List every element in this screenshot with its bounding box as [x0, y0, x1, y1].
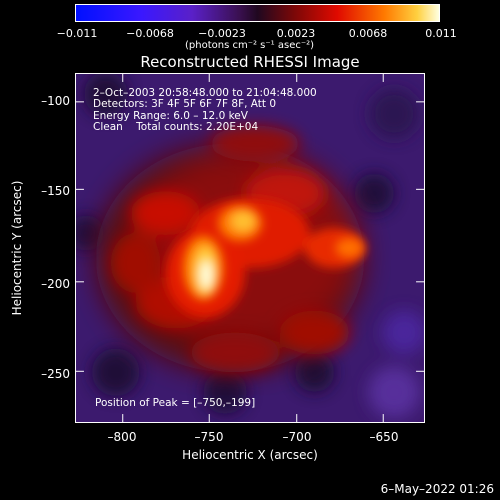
y-tick-label: –250: [41, 367, 70, 381]
time-range-label: 2–Oct–2003 20:58:48.000 to 21:04:48.000: [93, 87, 317, 99]
y-tick-label: –150: [41, 184, 70, 198]
x-axis-label: Heliocentric X (arcsec): [182, 448, 318, 462]
x-tick-label: –650: [369, 430, 399, 444]
clean-counts-label: Clean Total counts: 2.20E+04: [93, 121, 259, 134]
y-tick-label: –100: [41, 94, 70, 108]
colorbar: [75, 4, 440, 22]
colorbar-unit: (photons cm⁻² s⁻¹ asec⁻²): [185, 40, 315, 51]
y-axis-label: Heliocentric Y (arcsec): [10, 180, 24, 316]
x-tick-label: –800: [107, 430, 137, 444]
colorbar-tick-label: 0.011: [425, 27, 457, 40]
detectors-label: Detectors: 3F 4F 5F 6F 7F 8F, Att 0: [93, 98, 277, 111]
energy-range-label: Energy Range: 6.0 – 12.0 keV: [93, 109, 248, 122]
peak-position-label: Position of Peak = [–750,–199]: [95, 397, 256, 409]
colorbar-tick-label: −0.0068: [126, 27, 174, 40]
y-tick-label: –200: [41, 277, 70, 291]
colorbar-tick-label: −0.011: [56, 27, 98, 40]
image-title: Reconstructed RHESSI Image: [140, 53, 360, 71]
colorbar-tick-label: 0.0023: [276, 27, 316, 40]
rhessi-image: [75, 73, 425, 423]
image-annotations: 2–Oct–2003 20:58:48.000 to 21:04:48.000 D…: [93, 87, 317, 134]
footer-timestamp: 6–May–2022 01:26: [380, 482, 494, 496]
x-tick-label: –750: [194, 430, 224, 444]
colorbar-tick-label: 0.0068: [348, 27, 388, 40]
x-tick-label: –700: [282, 430, 312, 444]
colorbar-tick-label: −0.0023: [198, 27, 246, 40]
